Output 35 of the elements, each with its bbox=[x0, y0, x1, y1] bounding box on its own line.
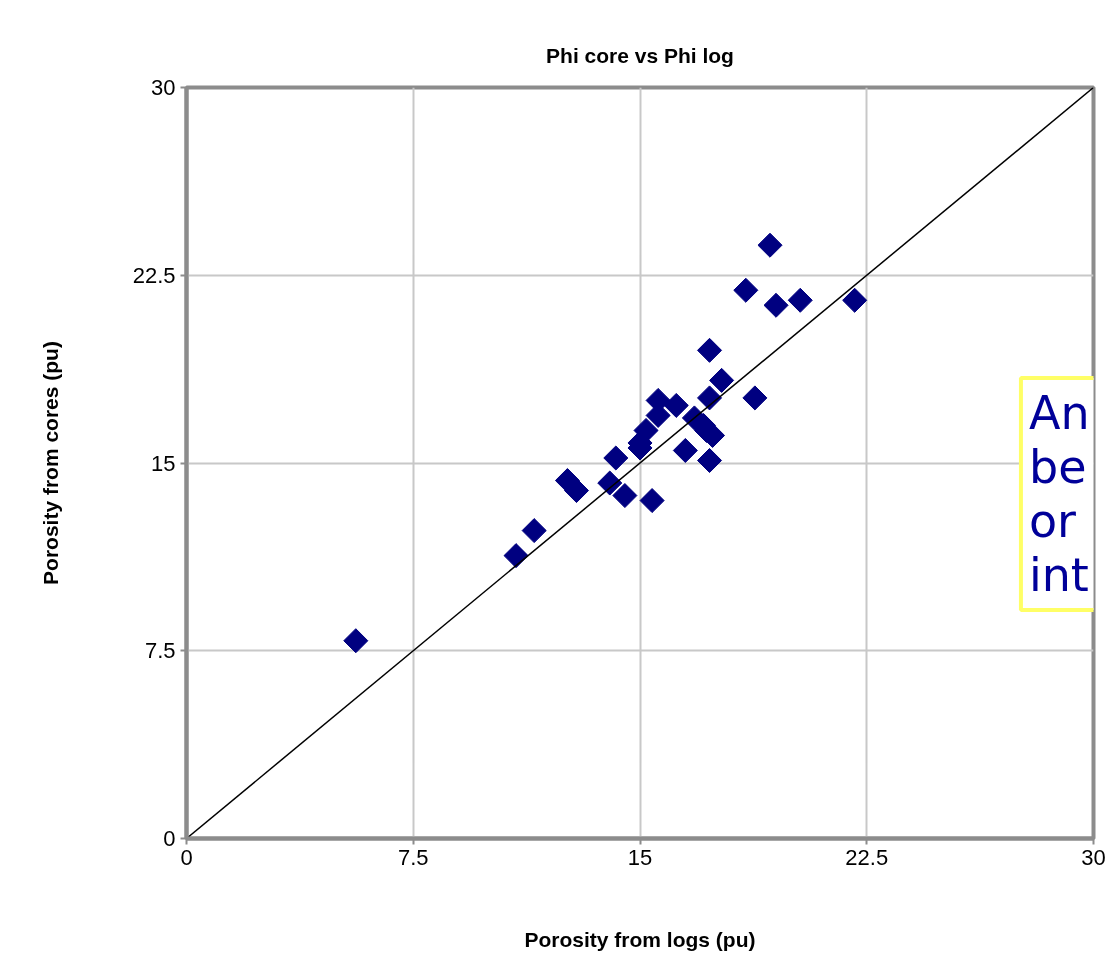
point bbox=[742, 385, 768, 411]
annotation: An be or int bbox=[1028, 385, 1090, 602]
point bbox=[521, 518, 547, 544]
point bbox=[697, 447, 723, 474]
point bbox=[697, 385, 723, 411]
y-tick-label: 7.5 bbox=[144, 638, 176, 664]
chart-title: Phi core vs Phi log bbox=[546, 43, 734, 67]
point bbox=[612, 483, 638, 509]
y-axis-title: Porosity from cores (pu) bbox=[38, 341, 62, 585]
y-tick-label: 15 bbox=[151, 450, 176, 476]
point bbox=[842, 287, 868, 313]
point bbox=[597, 470, 623, 496]
point bbox=[757, 232, 783, 258]
x-tick-label: 7.5 bbox=[397, 844, 429, 870]
point bbox=[639, 488, 665, 514]
x-axis-title: Porosity from logs (pu) bbox=[524, 927, 756, 951]
y-tick-label: 30 bbox=[151, 75, 176, 100]
point bbox=[787, 287, 813, 313]
point bbox=[733, 277, 759, 303]
x-tick-label: 0 bbox=[180, 844, 193, 870]
point bbox=[697, 337, 723, 363]
point bbox=[343, 628, 369, 654]
point bbox=[563, 478, 590, 504]
point bbox=[503, 543, 529, 569]
y-tick-label: 0 bbox=[163, 826, 176, 851]
x-tick-label: 15 bbox=[627, 844, 653, 870]
point bbox=[603, 445, 629, 471]
y-tick-label: 22.5 bbox=[132, 262, 176, 288]
point bbox=[633, 417, 659, 443]
point bbox=[709, 367, 735, 393]
point bbox=[663, 392, 689, 418]
x-tick-label: 30 bbox=[1081, 844, 1106, 870]
point bbox=[672, 437, 698, 463]
point bbox=[763, 292, 789, 318]
x-tick-label: 22.5 bbox=[845, 844, 889, 870]
